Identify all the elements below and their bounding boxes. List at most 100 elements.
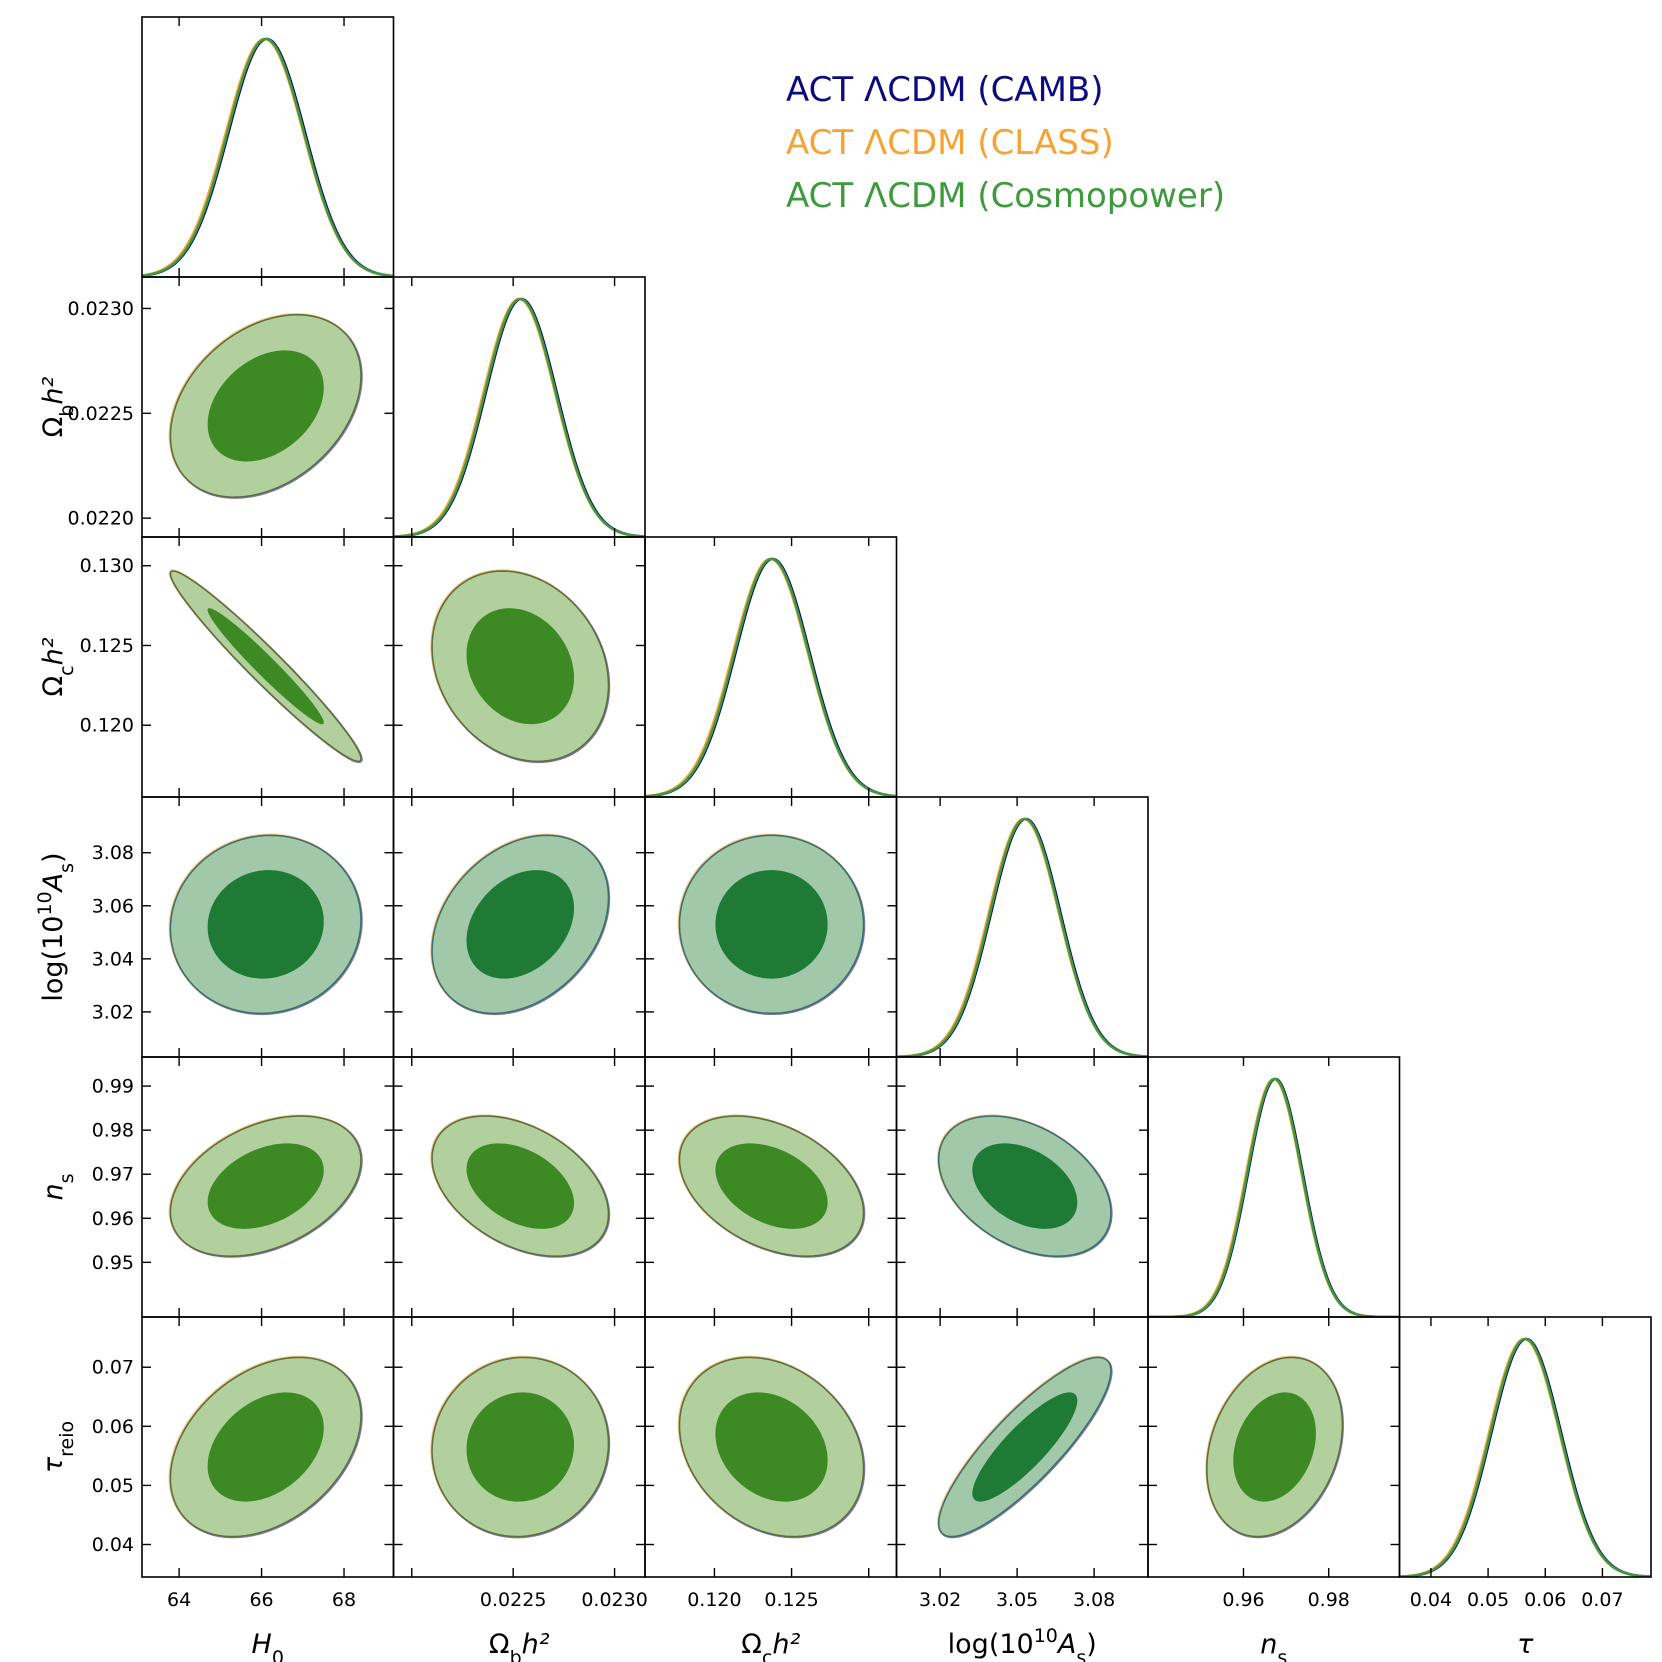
panel-content <box>1205 1355 1344 1539</box>
panel-content <box>430 569 611 764</box>
x-tick-label-ombh2: 0.0225 <box>480 1589 546 1611</box>
contour-68-cosmopower <box>466 870 575 979</box>
panel-content <box>142 37 394 277</box>
marginal-logA-camb <box>896 817 1148 1057</box>
x-axis-label-logA: log(1010As) <box>948 1625 1097 1662</box>
panels-layer <box>141 16 1652 1578</box>
panel-content <box>937 1355 1113 1539</box>
panel-frame <box>141 16 395 278</box>
y-tick-label-logA: 3.04 <box>92 948 134 970</box>
panel-content <box>430 833 611 1016</box>
panel-H0-H0 <box>141 16 395 278</box>
y-tick-label-logA: 3.02 <box>92 1001 134 1023</box>
panel-logA-tau <box>895 1316 1149 1578</box>
y-tick-label-ns: 0.98 <box>92 1120 134 1142</box>
panel-ombh2-tau <box>392 1316 646 1578</box>
contour-68-cosmopower <box>207 350 324 462</box>
marginal-omch2-cosmopower <box>645 557 897 797</box>
legend: ACT ΛCDM (CAMB) ACT ΛCDM (CLASS) ACT ΛCD… <box>786 70 1225 216</box>
x-axis-label-H0: H0 <box>252 1629 284 1662</box>
panel-H0-ns <box>141 1056 395 1318</box>
panel-ombh2-logA <box>392 796 646 1058</box>
contour-68-cosmopower <box>207 1143 324 1229</box>
contour-68-cosmopower <box>466 1392 575 1502</box>
panel-frame <box>1398 1316 1652 1578</box>
x-axis-label-omch2: Ωch² <box>741 1629 800 1662</box>
contour-68-cosmopower <box>715 870 828 979</box>
x-tick-label-ns: 0.96 <box>1222 1589 1264 1611</box>
y-tick-label-omch2: 0.120 <box>80 715 134 737</box>
panel-frame <box>644 536 898 798</box>
y-tick-label-ns: 0.97 <box>92 1164 134 1186</box>
marginal-ombh2-cosmopower <box>393 297 645 537</box>
panel-frame <box>1147 1056 1401 1318</box>
marginal-ns-class <box>1148 1077 1400 1317</box>
panel-H0-logA <box>141 796 395 1058</box>
panel-logA-ns <box>895 1056 1149 1318</box>
panel-omch2-tau <box>644 1316 898 1578</box>
panel-content <box>645 557 897 797</box>
y-tick-label-omch2: 0.125 <box>80 635 134 657</box>
marginal-tau-cosmopower <box>1399 1337 1651 1577</box>
x-axis-label-ns: ns <box>1260 1629 1287 1662</box>
marginal-H0-class <box>142 37 394 277</box>
panel-H0-ombh2 <box>141 276 395 538</box>
y-tick-label-ns: 0.95 <box>92 1252 134 1274</box>
panel-content <box>168 1355 363 1539</box>
panel-omch2-logA <box>644 796 898 1058</box>
panel-ombh2-omch2 <box>392 536 646 798</box>
panel-content <box>677 833 866 1016</box>
y-tick-label-ombh2: 0.0220 <box>68 508 134 530</box>
x-tick-label-H0: 66 <box>249 1589 273 1611</box>
panel-content <box>430 1355 611 1539</box>
panel-content <box>1399 1337 1651 1577</box>
panel-content <box>168 1114 363 1258</box>
contour-68-cosmopower <box>207 870 324 979</box>
marginal-ns-cosmopower <box>1148 1077 1400 1317</box>
marginal-logA-cosmopower <box>896 817 1148 1057</box>
marginal-tau-class <box>1399 1337 1651 1577</box>
y-axis-label-tau: τreio <box>38 1421 78 1473</box>
panel-frame <box>392 276 646 538</box>
y-axis-label-omch2: Ωch² <box>38 637 78 696</box>
panel-content <box>677 1114 866 1258</box>
marginal-logA-class <box>896 817 1148 1057</box>
panel-content <box>937 1114 1113 1258</box>
panel-ombh2-ns <box>392 1056 646 1318</box>
contour-68-cosmopower <box>207 1392 324 1502</box>
x-tick-label-logA: 3.05 <box>996 1589 1038 1611</box>
contour-68-cosmopower <box>715 1143 828 1229</box>
y-tick-label-tau: 0.05 <box>92 1475 134 1497</box>
panel-content <box>677 1355 866 1539</box>
y-tick-label-tau: 0.04 <box>92 1534 134 1556</box>
x-tick-label-tau: 0.05 <box>1467 1589 1509 1611</box>
contour-68-cosmopower <box>207 608 324 725</box>
contour-68-cosmopower <box>466 608 575 725</box>
y-tick-label-ns: 0.96 <box>92 1208 134 1230</box>
y-tick-label-omch2: 0.130 <box>80 555 134 577</box>
x-tick-label-H0: 64 <box>167 1589 191 1611</box>
y-tick-label-ombh2: 0.0225 <box>68 403 134 425</box>
y-axis-label-logA: log(1010As) <box>34 852 78 1001</box>
x-tick-label-ombh2: 0.0230 <box>581 1589 647 1611</box>
marginal-tau-camb <box>1399 1337 1651 1577</box>
x-axis-label-ombh2: Ωbh² <box>489 1629 550 1662</box>
panel-tau-tau <box>1398 1316 1652 1578</box>
panel-content <box>168 833 363 1016</box>
legend-entry-cosmopower: ACT ΛCDM (Cosmopower) <box>786 176 1225 216</box>
legend-entry-class: ACT ΛCDM (CLASS) <box>786 123 1114 163</box>
x-tick-label-tau: 0.06 <box>1524 1589 1566 1611</box>
panel-ns-tau <box>1147 1316 1401 1578</box>
contour-68-cosmopower <box>466 1143 575 1229</box>
panel-H0-tau <box>141 1316 395 1578</box>
panel-content <box>393 297 645 537</box>
y-axis-label-ns: ns <box>38 1173 78 1200</box>
panel-content <box>168 569 363 764</box>
panel-content <box>1148 1077 1400 1317</box>
x-tick-label-H0: 68 <box>332 1589 356 1611</box>
marginal-ombh2-camb <box>393 297 645 537</box>
panel-omch2-ns <box>644 1056 898 1318</box>
marginal-H0-camb <box>142 37 394 277</box>
y-axis-label-ombh2: Ωbh² <box>38 377 78 438</box>
